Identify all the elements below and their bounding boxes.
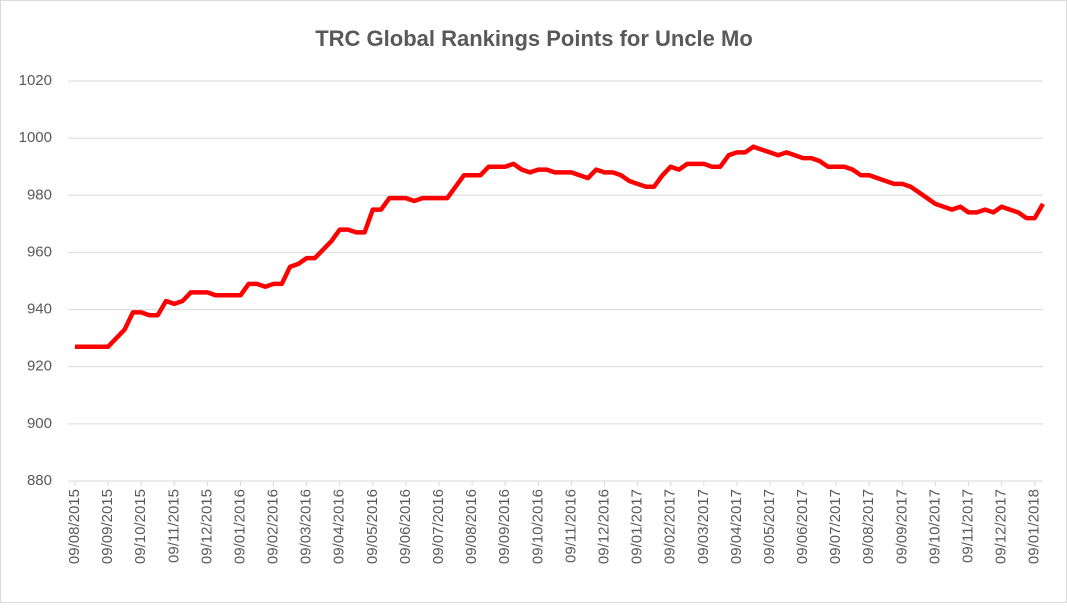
x-tick-label: 09/09/2015	[99, 489, 116, 564]
x-tick-label: 09/02/2016	[265, 489, 282, 564]
x-tick-label: 09/01/2017	[629, 489, 646, 564]
y-tick-label: 1020	[19, 72, 52, 89]
x-tick-label: 09/12/2016	[595, 489, 612, 564]
y-tick-label: 900	[27, 415, 52, 432]
x-tick-label: 09/08/2017	[860, 489, 877, 564]
y-tick-label: 920	[27, 358, 52, 375]
x-tick-label: 09/02/2017	[662, 489, 679, 564]
x-tick-label: 09/09/2016	[496, 489, 513, 564]
x-tick-label: 09/08/2015	[66, 489, 83, 564]
x-tick-label: 09/11/2016	[562, 489, 579, 563]
y-tick-label: 960	[27, 243, 52, 260]
x-tick-label: 09/11/2017	[960, 489, 977, 563]
x-tick-label: 09/05/2016	[364, 489, 381, 564]
x-tick-label: 09/09/2017	[893, 489, 910, 564]
x-tick-label: 09/10/2017	[926, 489, 943, 564]
x-tick-label: 09/11/2015	[165, 489, 182, 563]
chart-title: TRC Global Rankings Points for Uncle Mo	[315, 26, 753, 51]
x-tick-label: 09/03/2016	[298, 489, 315, 564]
y-tick-label: 980	[27, 186, 52, 203]
data-line	[75, 144, 1045, 349]
x-tick-label: 09/01/2016	[231, 489, 248, 564]
x-tick-label: 09/12/2015	[198, 489, 215, 564]
y-tick-label: 880	[27, 472, 52, 489]
x-tick-label: 09/06/2017	[794, 489, 811, 564]
y-tick-label: 1000	[19, 129, 52, 146]
x-tick-label: 09/01/2018	[1026, 489, 1043, 564]
x-tick-label: 09/07/2016	[430, 489, 447, 564]
x-tick-label: 09/03/2017	[695, 489, 712, 564]
x-tick-label: 09/08/2016	[463, 489, 480, 564]
x-tick-label: 09/07/2017	[827, 489, 844, 564]
x-tick-label: 09/06/2016	[397, 489, 414, 564]
x-tick-label: 09/04/2016	[331, 489, 348, 564]
x-tick-label: 09/05/2017	[761, 489, 778, 564]
x-tick-label: 09/04/2017	[728, 489, 745, 564]
x-tick-label: 09/12/2017	[993, 489, 1010, 564]
x-tick-label: 09/10/2016	[529, 489, 546, 564]
y-tick-label: 940	[27, 301, 52, 318]
x-tick-label: 09/10/2015	[132, 489, 149, 564]
